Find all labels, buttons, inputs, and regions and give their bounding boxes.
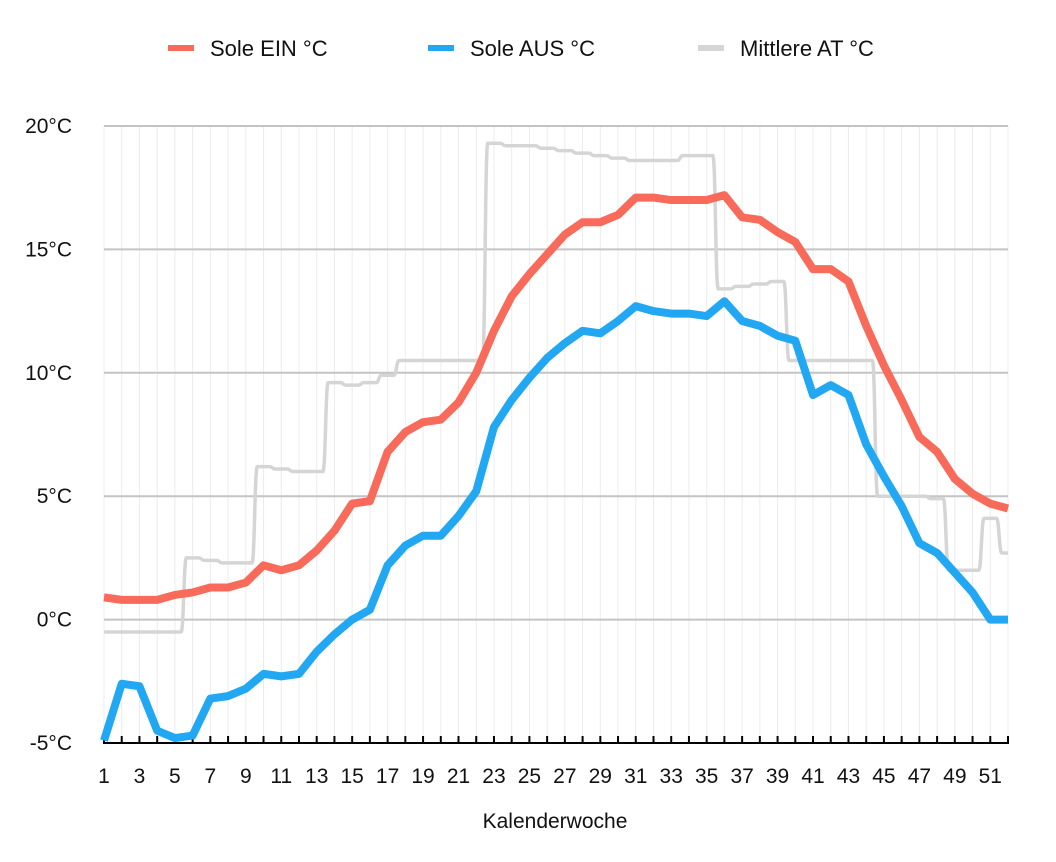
x-tick-label: 21: [447, 765, 470, 788]
y-tick-label: -5°C: [30, 732, 72, 755]
x-tick-label: 43: [837, 765, 860, 788]
x-axis-title: Kalenderwoche: [483, 810, 628, 833]
legend-label: Mittlere AT °C: [740, 36, 874, 61]
x-tick-label: 3: [134, 765, 146, 788]
x-tick-label: 17: [376, 765, 399, 788]
x-tick-label: 27: [553, 765, 576, 788]
x-tick-label: 37: [730, 765, 753, 788]
x-tick-label: 11: [270, 765, 292, 788]
x-tick-label: 19: [411, 765, 434, 788]
y-tick-label: 15°C: [25, 238, 72, 261]
legend-label: Sole EIN °C: [210, 36, 328, 61]
y-tick-label: 5°C: [37, 485, 72, 508]
x-tick-label: 45: [872, 765, 895, 788]
x-tick-label: 13: [305, 765, 328, 788]
series-layer: [100, 141, 1010, 743]
y-tick-label: 10°C: [25, 362, 72, 385]
x-tick-label: 39: [766, 765, 789, 788]
x-tick-label: 25: [518, 765, 541, 788]
x-axis: [103, 736, 1009, 744]
legend-label: Sole AUS °C: [470, 36, 595, 61]
x-tick-labels: 1 3 5 7 9 11 13 15 17 19 21 23 25 27 29 31 33 35 37 39 41 43 4…: [98, 765, 1002, 788]
x-tick-label: 49: [943, 765, 966, 788]
x-tick-label: 23: [482, 765, 505, 788]
y-tick-label: 20°C: [25, 115, 72, 138]
legend: Sole EIN °C Sole AUS °C Mittlere AT °C: [168, 36, 874, 61]
x-tick-label: 51: [979, 765, 1002, 788]
minor-gridlines: [103, 126, 1009, 743]
x-tick-label: 31: [624, 765, 647, 788]
x-tick-label: 5: [169, 765, 181, 788]
series-line-1: [100, 297, 1008, 743]
x-tick-label: 15: [340, 765, 363, 788]
y-tick-label: 0°C: [37, 609, 72, 632]
x-tick-label: 47: [908, 765, 931, 788]
x-tick-label: 1: [98, 765, 110, 788]
x-tick-label: 29: [589, 765, 612, 788]
series-line-0: [103, 191, 1010, 604]
x-tick-label: 9: [240, 765, 252, 788]
x-tick-label: 33: [660, 765, 683, 788]
x-tick-label: 7: [205, 765, 217, 788]
x-tick-label: 41: [801, 765, 824, 788]
y-tick-labels: -5°C 0°C 5°C 10°C 15°C 20°C: [25, 115, 72, 755]
x-tick-label: 35: [695, 765, 718, 788]
series-line-2: [104, 141, 1008, 634]
